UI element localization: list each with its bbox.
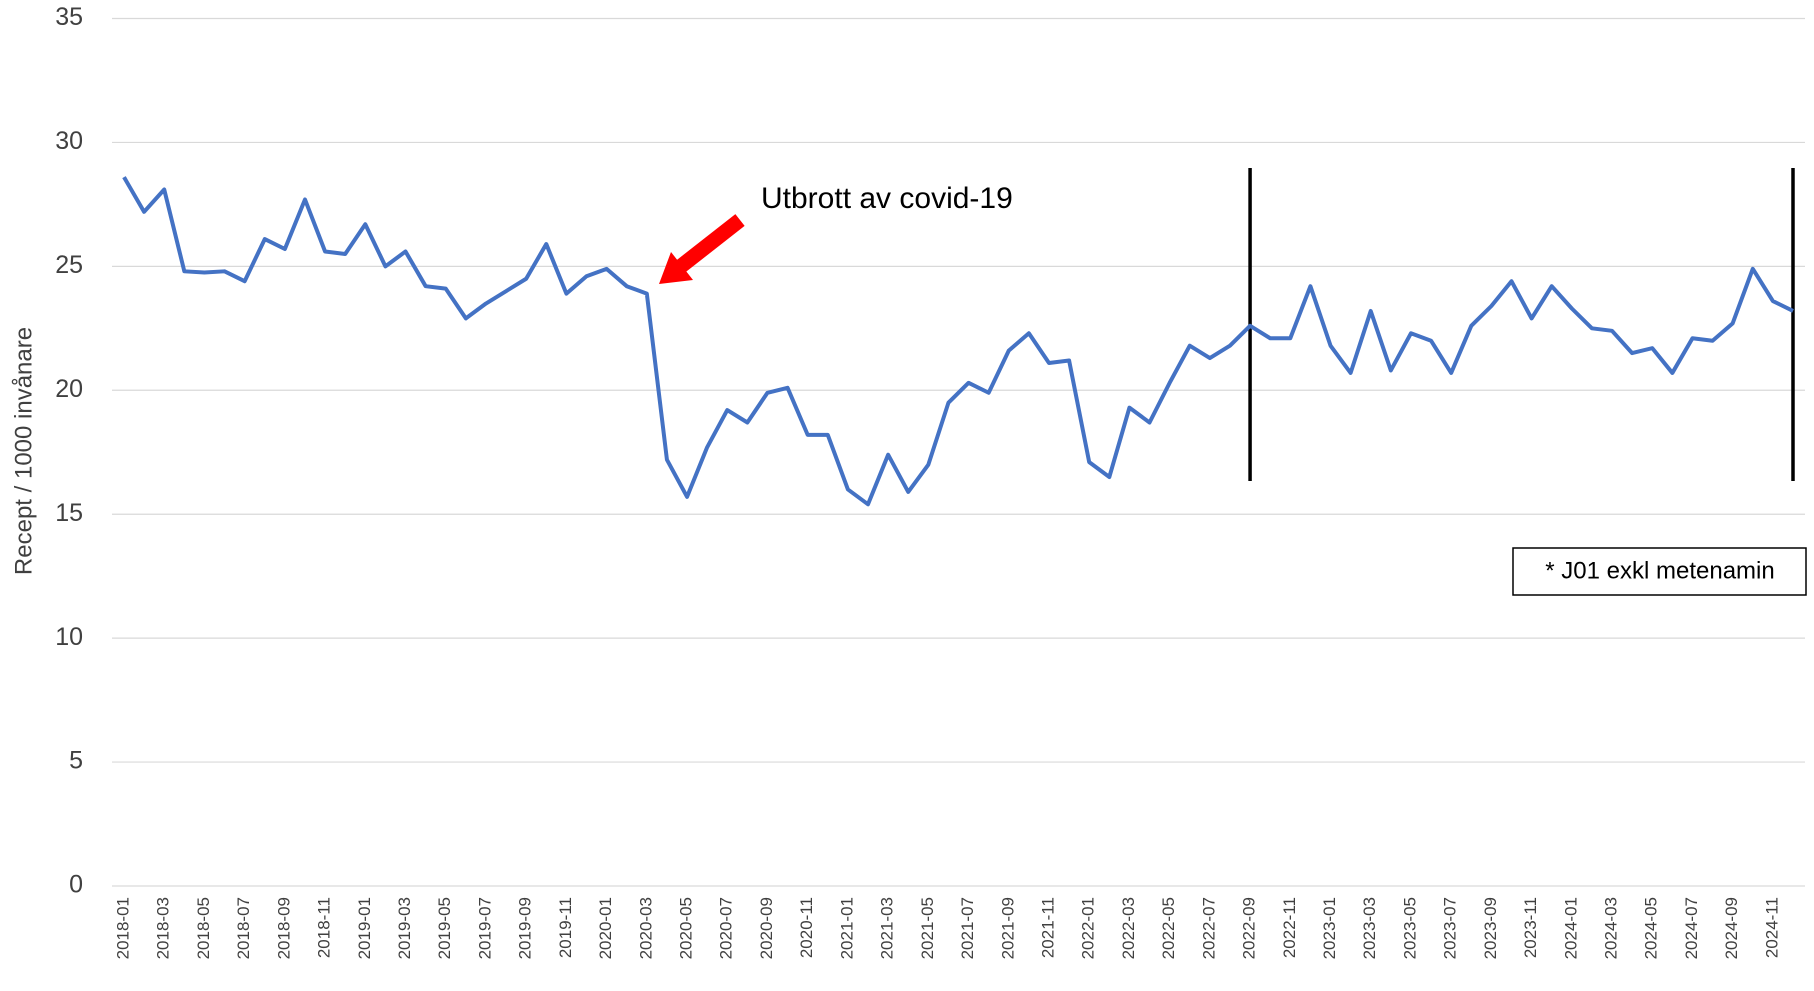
x-tick-label: 2019-09 bbox=[516, 897, 535, 959]
x-tick-label: 2023-05 bbox=[1400, 897, 1419, 959]
x-tick-label: 2019-01 bbox=[355, 897, 374, 959]
x-tick-label: 2021-05 bbox=[918, 897, 937, 959]
x-tick-label: 2019-05 bbox=[435, 897, 454, 959]
x-tick-label: 2024-03 bbox=[1602, 897, 1621, 959]
x-tick-label: 2021-07 bbox=[958, 897, 977, 959]
y-tick-label: 5 bbox=[69, 747, 83, 775]
y-tick-label: 30 bbox=[55, 127, 83, 155]
x-tick-label: 2023-01 bbox=[1320, 897, 1339, 959]
x-tick-label: 2023-03 bbox=[1360, 897, 1379, 959]
x-tick-label: 2018-11 bbox=[315, 897, 334, 958]
data-line bbox=[122, 176, 1794, 507]
x-tick-label: 2020-09 bbox=[757, 897, 776, 959]
x-tick-label: 2021-01 bbox=[837, 897, 856, 959]
x-tick-label: 2023-07 bbox=[1441, 897, 1460, 959]
y-tick-label: 20 bbox=[55, 375, 83, 403]
note-text: * J01 exkl metenamin bbox=[1545, 557, 1774, 584]
y-tick-label: 35 bbox=[55, 3, 83, 31]
plot: 0 5 10 15 20 25 30 35 2018-01 2018-03 2018-05 2018-… bbox=[55, 3, 1805, 959]
x-tick-label: 2021-11 bbox=[1038, 897, 1057, 958]
x-tick-label: 2018-07 bbox=[234, 897, 253, 959]
y-tick-label: 0 bbox=[69, 871, 83, 899]
x-tick-label: 2022-07 bbox=[1199, 897, 1218, 959]
x-tick-label: 2024-11 bbox=[1762, 897, 1781, 958]
annotation: Utbrott av covid-19 bbox=[761, 182, 1013, 215]
x-tick-label: 2018-03 bbox=[154, 897, 173, 959]
x-tick-label: 2022-01 bbox=[1079, 897, 1098, 959]
x-tick-label: 2022-09 bbox=[1240, 897, 1259, 959]
x-tick-label: 2024-09 bbox=[1722, 897, 1741, 959]
x-tick-label: 2020-11 bbox=[797, 897, 816, 958]
arrow-head bbox=[659, 252, 693, 284]
y-axis-label: Recept / 1000 invånare bbox=[10, 327, 37, 575]
x-tick-label: 2021-09 bbox=[998, 897, 1017, 959]
x-tick-label: 2018-09 bbox=[274, 897, 293, 959]
y-tick-label: 10 bbox=[55, 623, 83, 651]
x-tick-label: 2024-05 bbox=[1642, 897, 1661, 959]
x-tick-label: 2018-01 bbox=[113, 897, 132, 959]
x-tick-label: 2020-07 bbox=[717, 897, 736, 959]
y-tick-label: 25 bbox=[55, 251, 83, 279]
arrow-shaft bbox=[675, 214, 745, 273]
x-tick-label: 2024-01 bbox=[1561, 897, 1580, 959]
x-tick-label: 2020-05 bbox=[677, 897, 696, 959]
x-tick-label: 2018-05 bbox=[194, 897, 213, 959]
y-tick-label: 15 bbox=[55, 499, 83, 527]
x-tick-label: 2023-11 bbox=[1521, 897, 1540, 958]
x-tick-label: 2019-07 bbox=[475, 897, 494, 959]
note-box bbox=[1512, 547, 1807, 596]
x-tick-label: 2022-05 bbox=[1159, 897, 1178, 959]
annotation-arrow bbox=[659, 214, 745, 284]
x-tick-label: 2024-07 bbox=[1682, 897, 1701, 959]
x-tick-label: 2023-09 bbox=[1481, 897, 1500, 959]
x-tick-label: 2022-11 bbox=[1280, 897, 1299, 958]
x-tick-label: 2019-03 bbox=[395, 897, 414, 959]
x-tick-label: 2019-11 bbox=[556, 897, 575, 958]
x-tick-label: 2021-03 bbox=[878, 897, 897, 959]
x-tick-label: 2022-03 bbox=[1119, 897, 1138, 959]
x-tick-label: 2020-01 bbox=[596, 897, 615, 959]
x-tick-label: 2020-03 bbox=[636, 897, 655, 959]
